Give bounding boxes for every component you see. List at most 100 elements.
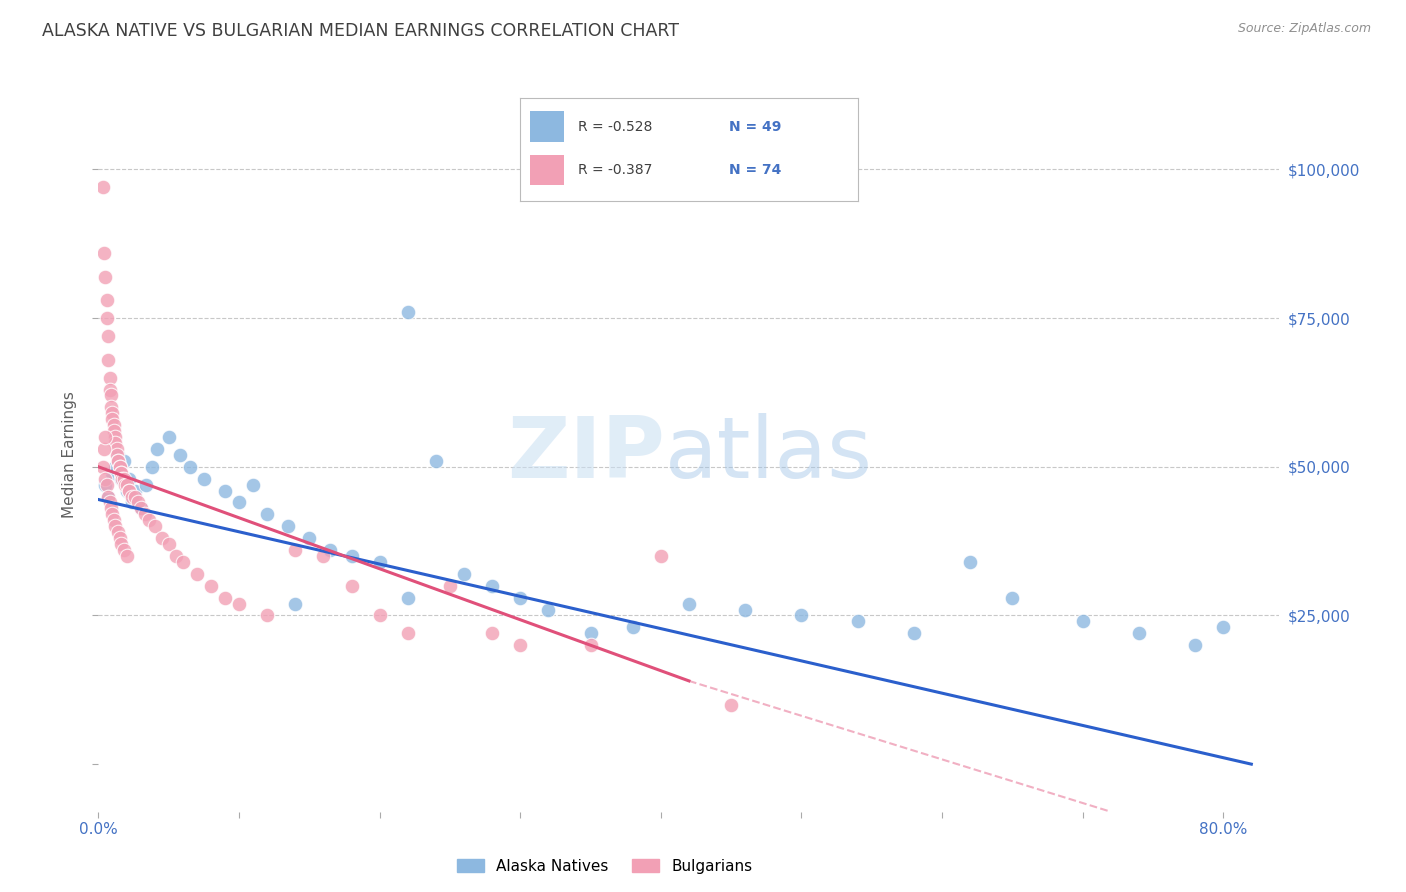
Point xyxy=(143,519,166,533)
Point xyxy=(1128,626,1150,640)
Point xyxy=(425,454,447,468)
Point xyxy=(104,436,127,450)
Point xyxy=(112,472,135,486)
Point xyxy=(650,549,672,563)
Point xyxy=(1184,638,1206,652)
Point xyxy=(481,579,503,593)
Point xyxy=(96,293,118,308)
Point xyxy=(101,508,124,522)
Point xyxy=(903,626,925,640)
Point xyxy=(340,549,363,563)
Point xyxy=(91,459,114,474)
Point xyxy=(127,495,149,509)
Point xyxy=(101,406,124,420)
Point xyxy=(579,626,602,640)
Point xyxy=(100,501,122,516)
Point xyxy=(169,448,191,462)
Point xyxy=(214,591,236,605)
Point xyxy=(1071,615,1094,629)
Point xyxy=(115,549,138,563)
Point xyxy=(396,305,419,319)
Point xyxy=(790,608,813,623)
Text: R = -0.387: R = -0.387 xyxy=(578,163,652,177)
Point xyxy=(135,477,157,491)
Point xyxy=(107,448,129,462)
Point xyxy=(100,388,122,402)
Point xyxy=(112,454,135,468)
Point xyxy=(242,477,264,491)
Text: R = -0.528: R = -0.528 xyxy=(578,120,652,134)
Point xyxy=(228,495,250,509)
Point xyxy=(129,501,152,516)
Point xyxy=(734,602,756,616)
Point xyxy=(98,383,121,397)
Point xyxy=(108,459,131,474)
Point xyxy=(115,477,138,491)
Point xyxy=(150,531,173,545)
Point xyxy=(111,472,134,486)
Point xyxy=(101,412,124,426)
Text: atlas: atlas xyxy=(665,413,873,497)
Text: N = 74: N = 74 xyxy=(730,163,782,177)
Point xyxy=(98,495,121,509)
Point xyxy=(110,466,132,480)
Point xyxy=(228,597,250,611)
Point xyxy=(298,531,321,545)
Point xyxy=(103,424,125,438)
Point xyxy=(193,472,215,486)
Point xyxy=(110,537,132,551)
Point xyxy=(340,579,363,593)
Point xyxy=(146,442,169,456)
Point xyxy=(141,459,163,474)
Point xyxy=(97,352,120,367)
Point xyxy=(277,519,299,533)
Point xyxy=(107,454,129,468)
Point xyxy=(312,549,335,563)
Point xyxy=(157,537,180,551)
Point xyxy=(200,579,222,593)
Point xyxy=(678,597,700,611)
Point xyxy=(1212,620,1234,634)
Point xyxy=(94,472,117,486)
Point xyxy=(110,466,132,480)
Point xyxy=(846,615,869,629)
Point xyxy=(1001,591,1024,605)
Point xyxy=(98,370,121,384)
Point xyxy=(124,483,146,498)
Point xyxy=(103,513,125,527)
Point xyxy=(91,180,114,194)
Point xyxy=(107,525,129,540)
Point xyxy=(97,490,120,504)
Point xyxy=(179,459,201,474)
Point xyxy=(104,519,127,533)
Point xyxy=(94,477,117,491)
Point xyxy=(256,608,278,623)
Point xyxy=(105,448,128,462)
Point xyxy=(396,626,419,640)
Point xyxy=(186,566,208,581)
Point xyxy=(93,442,115,456)
Y-axis label: Median Earnings: Median Earnings xyxy=(62,392,77,518)
Point xyxy=(115,483,138,498)
Text: N = 49: N = 49 xyxy=(730,120,782,134)
Point xyxy=(110,472,132,486)
Point xyxy=(720,698,742,712)
Point xyxy=(537,602,560,616)
Point xyxy=(112,543,135,558)
Text: ALASKA NATIVE VS BULGARIAN MEDIAN EARNINGS CORRELATION CHART: ALASKA NATIVE VS BULGARIAN MEDIAN EARNIN… xyxy=(42,22,679,40)
Point xyxy=(396,591,419,605)
Point xyxy=(121,495,143,509)
Point xyxy=(101,466,124,480)
Point xyxy=(256,508,278,522)
Point xyxy=(103,418,125,433)
Point xyxy=(157,430,180,444)
Point xyxy=(129,501,152,516)
Text: ZIP: ZIP xyxy=(508,413,665,497)
Point xyxy=(453,566,475,581)
Point xyxy=(319,543,342,558)
Point xyxy=(108,459,131,474)
Point xyxy=(105,442,128,456)
Point xyxy=(579,638,602,652)
Point xyxy=(94,430,117,444)
Point xyxy=(93,245,115,260)
